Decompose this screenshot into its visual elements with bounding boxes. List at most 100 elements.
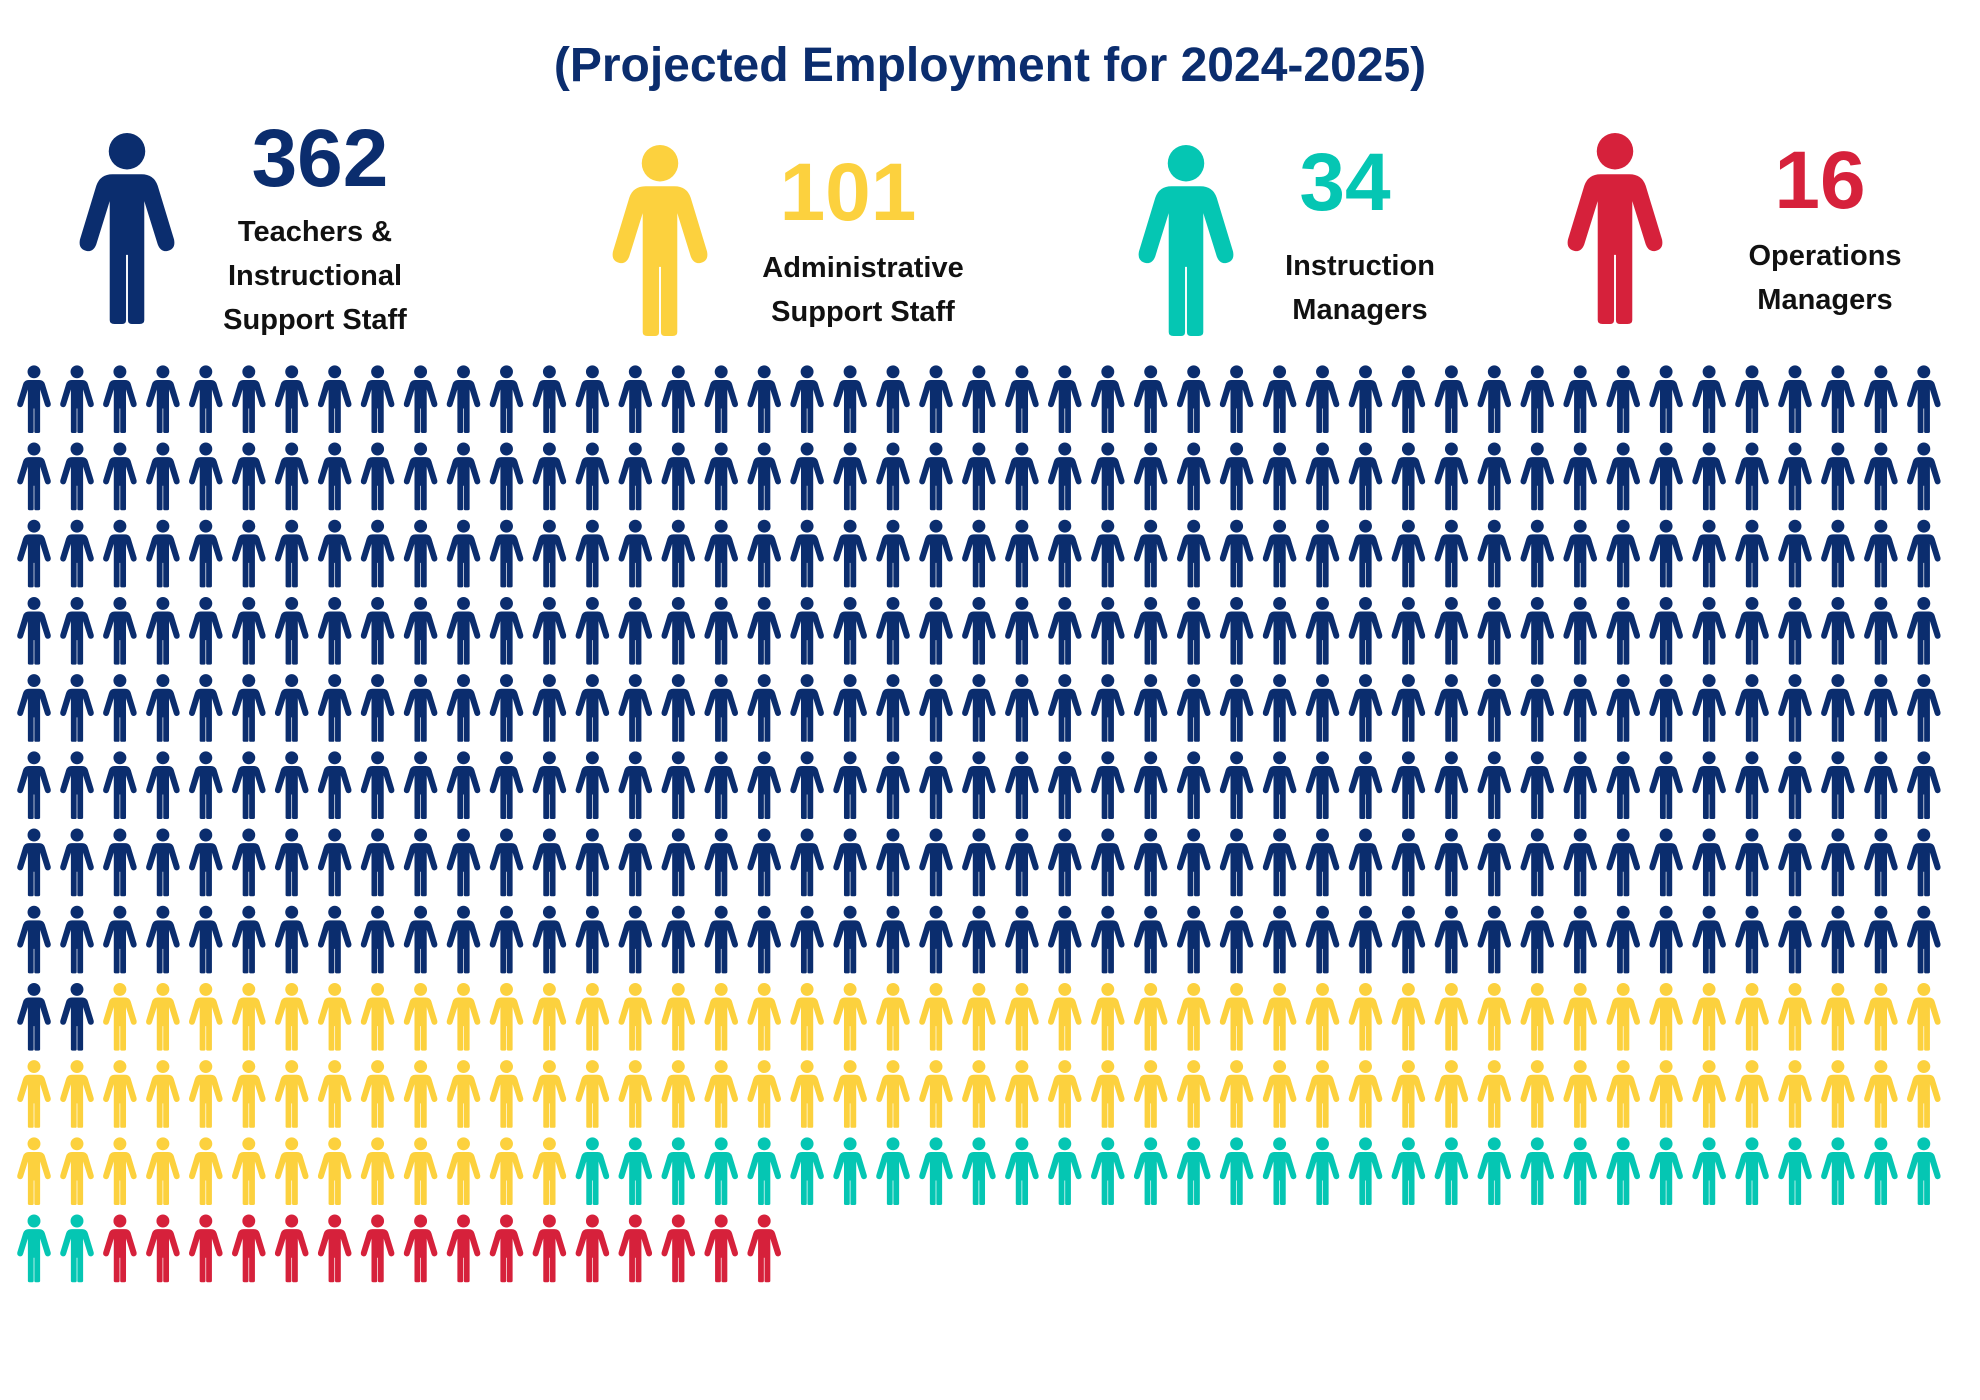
person-icon: [360, 751, 395, 819]
person-icon: [618, 751, 653, 819]
person-icon: [446, 442, 481, 511]
person-icon: [232, 442, 266, 511]
person-icon: [1907, 442, 1941, 511]
person-icon: [1821, 905, 1855, 974]
person-icon: [403, 674, 438, 742]
person-icon: [1305, 442, 1340, 511]
person-icon: [1176, 1060, 1211, 1128]
person-icon: [1563, 982, 1597, 1051]
person-icon: [1048, 905, 1082, 974]
person-icon: [1262, 905, 1297, 974]
person-icon: [1692, 828, 1726, 897]
person-icon: [1434, 519, 1469, 588]
person-icon: [232, 1214, 266, 1283]
person-icon: [1606, 1060, 1640, 1128]
person-icon: [1692, 1137, 1726, 1205]
person-icon: [747, 442, 781, 511]
person-icon: [1563, 1137, 1597, 1205]
person-icon: [274, 1137, 309, 1205]
person-icon: [1735, 905, 1769, 974]
person-icon: [1477, 596, 1512, 665]
person-icon: [17, 751, 51, 819]
person-icon: [575, 442, 610, 511]
person-icon: [1305, 365, 1340, 433]
person-icon: [919, 1137, 953, 1205]
person-icon: [1606, 674, 1640, 742]
person-icon: [103, 442, 137, 511]
person-icon: [1305, 519, 1340, 588]
person-icon: [1262, 519, 1297, 588]
person-icon: [876, 751, 910, 819]
person-icon: [1219, 674, 1254, 742]
person-icon: [1133, 596, 1168, 665]
person-icon: [532, 751, 567, 819]
person-icon: [103, 1214, 137, 1283]
person-icon: [919, 365, 953, 433]
person-icon: [1091, 596, 1125, 665]
person-icon: [747, 982, 781, 1051]
person-icon: [489, 1060, 524, 1128]
person-icon: [1649, 519, 1683, 588]
person-icon: [360, 905, 395, 974]
legend-count: 101: [779, 147, 917, 238]
person-icon: [17, 442, 51, 511]
person-icon: [1434, 1137, 1469, 1205]
person-icon: [790, 905, 824, 974]
person-icon: [1133, 982, 1168, 1051]
person-icon: [1133, 674, 1168, 742]
person-icon: [747, 751, 781, 819]
person-icon: [532, 982, 567, 1051]
person-icon: [661, 1214, 696, 1283]
person-icon: [1305, 1137, 1340, 1205]
person-icon: [189, 442, 223, 511]
person-icon: [1778, 519, 1812, 588]
person-icon: [919, 751, 953, 819]
legend-label-line: Teachers &: [237, 216, 393, 248]
person-icon: [876, 905, 910, 974]
person-icon: [790, 1060, 824, 1128]
person-icon: [1305, 1060, 1340, 1128]
person-icon: [1348, 674, 1383, 742]
person-icon: [1907, 905, 1941, 974]
person-icon: [189, 674, 223, 742]
person-icon: [704, 828, 738, 897]
person-icon: [1821, 1137, 1855, 1205]
person-icon: [1091, 365, 1125, 433]
person-icon: [876, 1060, 910, 1128]
person-icon: [403, 1214, 438, 1283]
person-icon: [661, 751, 696, 819]
person-icon: [661, 365, 696, 433]
person-icon: [17, 1214, 51, 1283]
person-icon: [403, 1137, 438, 1205]
person-icon: [360, 365, 395, 433]
person-icon: [1520, 982, 1555, 1051]
person-icon: [1735, 674, 1769, 742]
person-icon: [919, 442, 953, 511]
person-icon: [876, 596, 910, 665]
person-icon: [1864, 442, 1898, 511]
person-icon: [1606, 982, 1640, 1051]
person-icon: [403, 905, 438, 974]
person-icon: [1649, 442, 1683, 511]
person-icon: [1649, 1060, 1683, 1128]
person-icon: [1434, 1060, 1469, 1128]
person-icon: [876, 519, 910, 588]
person-icon: [618, 1214, 653, 1283]
person-icon: [661, 674, 696, 742]
person-icon: [1649, 674, 1683, 742]
person-icon: [833, 751, 867, 819]
person-icon: [1391, 905, 1426, 974]
person-icon: [146, 442, 180, 511]
person-icon: [1348, 1137, 1383, 1205]
person-icon: [1692, 596, 1726, 665]
person-icon: [146, 519, 180, 588]
person-icon: [232, 1060, 266, 1128]
person-icon: [1305, 674, 1340, 742]
person-icon: [489, 982, 524, 1051]
person-icon: [1606, 828, 1640, 897]
person-icon: [1692, 365, 1726, 433]
person-icon: [17, 519, 51, 588]
person-icon: [1005, 1137, 1039, 1205]
person-icon: [232, 596, 266, 665]
person-icon: [661, 982, 696, 1051]
